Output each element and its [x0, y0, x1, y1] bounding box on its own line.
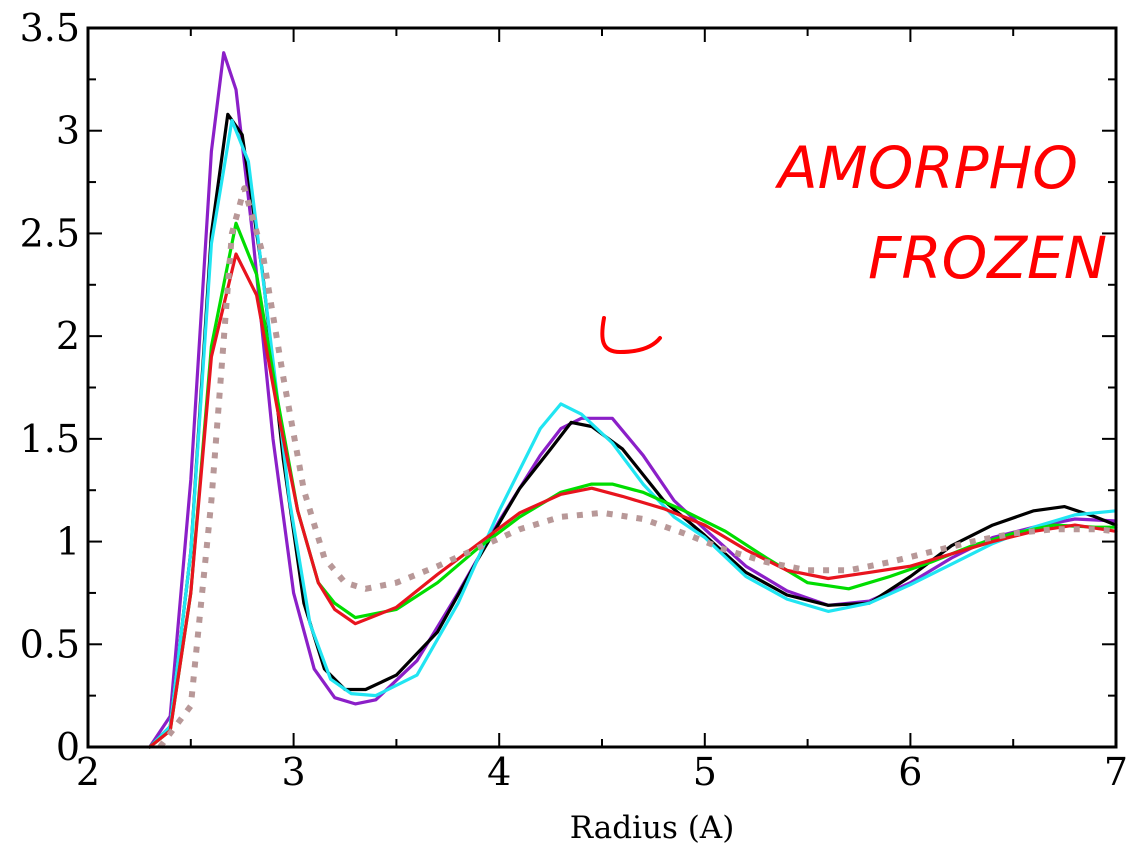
- series-layer: [148, 51, 1118, 749]
- y-tick-label: 0: [56, 725, 80, 769]
- x-tick-label: 4: [487, 750, 511, 794]
- y-tick-label: 1: [56, 520, 80, 564]
- x-tick-label: 6: [898, 750, 922, 794]
- series-line-4: [148, 252, 1118, 749]
- axis-layer: 2 3 4 5 6 7 0 0.5 1 1.5 2 2.5 3 3.5: [20, 6, 1127, 794]
- x-axis-title: Radius (A): [570, 810, 735, 846]
- y-tick-label: 2.5: [20, 211, 80, 255]
- series-line-1: [148, 112, 1118, 749]
- x-tick-label: 3: [282, 750, 306, 794]
- y-tick-label: 3.5: [20, 6, 80, 50]
- series-line-3: [148, 221, 1118, 749]
- handwritten-annotations: AMORPHO FROZEN: [600, 134, 1107, 355]
- series-line-2: [148, 118, 1118, 749]
- x-tick-label: 7: [1104, 750, 1127, 794]
- y-tick-label: 3: [56, 109, 80, 153]
- y-tick-label: 0.5: [20, 622, 80, 666]
- x-tick-label: 5: [693, 750, 717, 794]
- annotation-frozen: FROZEN: [868, 224, 1107, 292]
- x-tick-label: 2: [76, 750, 100, 794]
- y-tick-label: 1.5: [20, 417, 80, 461]
- handwritten-mark: [600, 316, 662, 355]
- annotation-amorpho: AMORPHO: [774, 134, 1078, 202]
- y-tick-label: 2: [56, 314, 80, 358]
